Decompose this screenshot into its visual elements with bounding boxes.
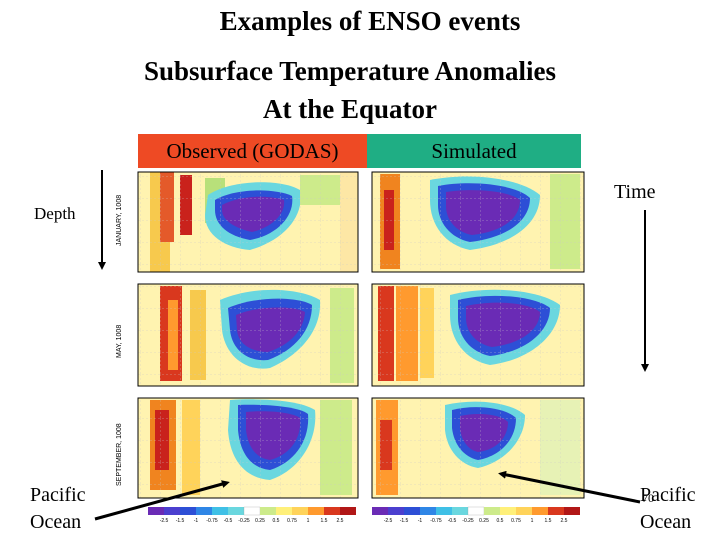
colorbar-tick-label: -1.5 bbox=[176, 518, 185, 524]
slide-subtitle: Subsurface Temperature Anomalies At the … bbox=[0, 52, 700, 128]
colorbar-tick-label: 1.5 bbox=[321, 518, 328, 524]
observed-column-header: Observed (GODAS) bbox=[138, 134, 367, 168]
colorbar-tick-label: -2.5 bbox=[160, 518, 169, 524]
colorbar-tick-label: 1.5 bbox=[545, 518, 552, 524]
pacific-ocean-label-left: Pacific Ocean bbox=[30, 482, 86, 536]
pacific-word: Pacific bbox=[640, 484, 696, 506]
ocean-word: Ocean bbox=[30, 511, 82, 533]
depth-label: Depth bbox=[34, 204, 76, 223]
colorbar-tick-label: 1 bbox=[531, 518, 534, 524]
simulated-panel-may bbox=[371, 283, 585, 387]
subtitle-line-1: Subsurface Temperature Anomalies bbox=[143, 56, 556, 86]
simulated-panel-september bbox=[371, 397, 585, 499]
simulated-column-header: Simulated bbox=[367, 134, 581, 168]
time-label: Time bbox=[614, 181, 656, 203]
colorbar-tick-label: -0.25 bbox=[238, 518, 250, 524]
observed-panel-may bbox=[137, 283, 359, 387]
colorbar-tick-label: 1 bbox=[307, 518, 310, 524]
colorbar-simulated-ticks: -2.5 -1.5 -1 -0.75 -0.5 -0.25 0.25 0.5 0.75 1 1.5 2… bbox=[384, 518, 568, 524]
colorbar-tick-label: 0.25 bbox=[255, 518, 265, 524]
colorbar-tick-label: 0.5 bbox=[273, 518, 280, 524]
colorbar-tick-label: -0.5 bbox=[448, 518, 457, 524]
colorbar-tick-label: -0.75 bbox=[206, 518, 218, 524]
subtitle-line-2: At the Equator bbox=[263, 94, 437, 124]
page-number: 70 bbox=[642, 491, 654, 505]
colorbar-tick-label: -1.5 bbox=[400, 518, 409, 524]
pacific-pointer-left bbox=[94, 480, 230, 521]
simulated-panel-january bbox=[371, 171, 585, 273]
colorbar-tick-label: 2.5 bbox=[561, 518, 568, 524]
colorbar-tick-label: 0.75 bbox=[287, 518, 297, 524]
colorbar-tick-label: -0.5 bbox=[224, 518, 233, 524]
colorbar-observed bbox=[148, 506, 356, 516]
observed-panel-january bbox=[137, 171, 359, 273]
colorbar-tick-label: -2.5 bbox=[384, 518, 393, 524]
pacific-word: Pacific bbox=[30, 484, 86, 506]
colorbar-tick-label: 0.25 bbox=[479, 518, 489, 524]
observed-panel-september bbox=[137, 397, 359, 499]
colorbar-observed-ticks: -2.5 -1.5 -1 -0.75 -0.5 -0.25 0.25 0.5 0.75 1 1.5 2… bbox=[160, 518, 344, 524]
colorbar-tick-label: -0.25 bbox=[462, 518, 474, 524]
colorbar-tick-label: -0.75 bbox=[430, 518, 442, 524]
colorbar-tick-label: -1 bbox=[194, 518, 199, 524]
colorbar-tick-label: 0.5 bbox=[497, 518, 504, 524]
slide-title: Examples of ENSO events bbox=[219, 6, 521, 36]
colorbar-tick-label: 2.5 bbox=[337, 518, 344, 524]
pacific-ocean-label-right: Pacific Ocean bbox=[640, 482, 696, 536]
pacific-pointer-right bbox=[498, 470, 641, 504]
ocean-word: Ocean bbox=[640, 511, 692, 533]
colorbar-simulated bbox=[372, 506, 580, 516]
colorbar-tick-label: 0.75 bbox=[511, 518, 521, 524]
colorbar-tick-label: -1 bbox=[418, 518, 423, 524]
